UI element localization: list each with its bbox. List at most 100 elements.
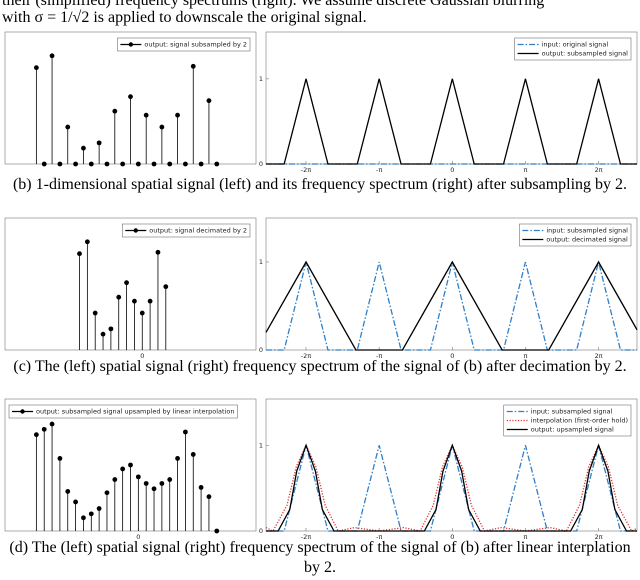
stem-marker [214,161,220,167]
chart: output: signal subsampled by 2 [4,31,257,167]
stem-marker [128,94,133,100]
x-tick-label: 2π [595,166,603,174]
stem-marker [143,481,149,486]
stem-marker [151,486,157,492]
x-tick-label: -2π [301,352,311,360]
stem-marker [41,161,47,167]
x-tick-label: -π [376,166,382,174]
stem-marker [104,161,110,167]
line [266,443,637,532]
line [266,78,637,165]
chart: -2π -π 0 π 2π 0 1 input: subsampled signalinter… [259,398,638,541]
stem-marker [151,161,157,167]
stem-marker [100,331,106,337]
stem-marker [49,421,55,427]
stem-marker [155,249,161,255]
y-tick-label: 0 [259,160,263,168]
stem-marker [135,161,141,167]
stem-marker [167,477,173,482]
stem-marker [206,98,212,104]
stem-marker [175,112,180,118]
stem-marker [128,462,133,468]
stem-marker [57,161,63,167]
legend-label: output: signal subsampled by 2 [144,41,247,49]
stem-marker [81,145,86,151]
x-tick-label: 2π [595,352,603,360]
legend-label: interpolation (first-order hold) [531,417,628,425]
y-tick-label: 1 [259,441,263,449]
stem-marker [139,310,145,316]
legend-box [514,37,632,61]
plot-frame [4,217,257,351]
stem-marker [198,161,204,167]
stem-marker [159,124,165,130]
chart: 0 output: signal decimated by 2 [4,217,257,360]
x-tick-label: π [524,533,528,541]
stem-marker [92,310,98,316]
stem-marker [120,161,126,167]
legend-label: input: subsampled signal [531,408,613,416]
legend-box [122,223,251,238]
y-tick-label: 1 [259,258,263,266]
legend-marker [133,228,138,233]
legend-marker [128,42,134,47]
stem-marker [132,298,137,304]
x-tick-label: 0 [136,533,140,541]
x-tick-label: -2π [301,533,311,541]
stem-marker [147,298,153,304]
stem-marker [112,477,118,482]
line [265,260,638,351]
plot-frame [265,398,638,532]
legend-label: output: decimated signal [546,236,628,244]
stem-marker [190,63,196,69]
x-tick-label: -2π [301,166,311,174]
stem-marker [33,65,39,71]
legend-label: output: upsampled signal [531,426,614,434]
stem-marker [135,474,141,480]
chart: -2π -π 0 π 2π 0 1 input: subsampled signaloutpu… [259,217,638,360]
legend-box [503,404,632,437]
x-tick-label: -π [376,352,382,360]
stem-marker [159,481,165,486]
stem-marker [33,432,39,438]
stem-marker [183,429,188,435]
stem-marker [124,280,129,286]
stem-marker [198,485,204,490]
x-tick-label: 0 [450,533,454,541]
legend-box [8,404,238,419]
x-tick-label: π [524,166,528,174]
stem-marker [96,506,102,511]
line [266,261,637,351]
stem-marker [49,53,55,59]
legend-label: output: signal decimated by 2 [149,227,247,235]
line [265,443,638,532]
x-tick-label: 0 [450,166,454,174]
caption: (d) The (left) spatial signal (right) fr… [9,539,631,576]
stem-marker [143,112,149,118]
stem-marker [108,326,114,332]
y-tick-label: 0 [259,346,263,354]
x-tick-label: -π [376,533,382,541]
stem-marker [167,161,173,167]
stem-marker [81,515,86,521]
stem-marker [214,528,220,534]
body-text: their (simplified) frequency spectrums (… [2,0,545,9]
legend-label: input: original signal [542,41,609,49]
stem-marker [65,124,71,130]
stem-marker [73,161,78,167]
legend-box [117,37,251,52]
stem-marker [190,452,196,457]
stem-marker [57,456,63,461]
stem-marker [183,161,188,167]
stem-marker [77,251,82,257]
stem-marker [120,466,126,472]
x-tick-label: π [524,352,528,360]
stem-marker [84,239,90,245]
stem-marker [116,294,122,300]
legend-label: output: subsampled signal [542,50,629,58]
y-tick-label: 0 [259,527,263,535]
stem-marker [41,426,47,432]
stem-marker [112,108,118,114]
stem-marker [163,284,169,290]
